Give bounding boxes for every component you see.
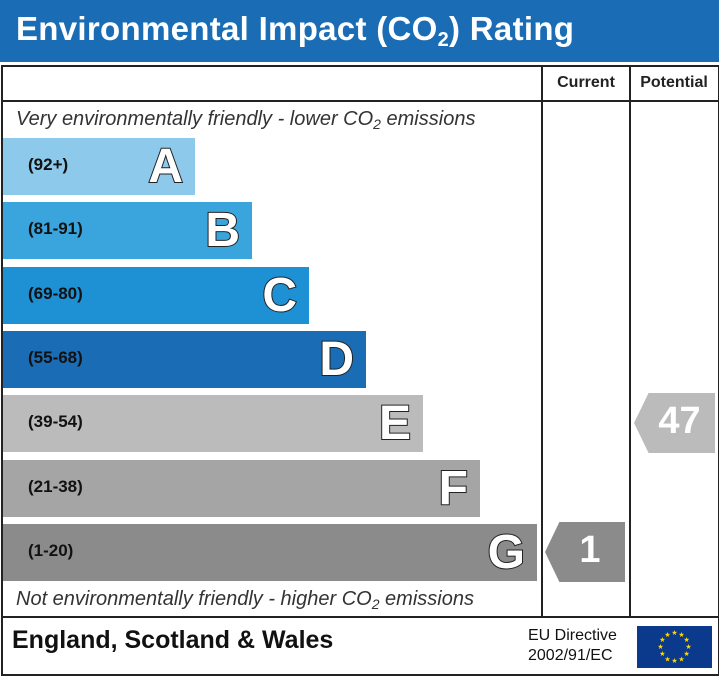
band-g: (1-20) G <box>3 523 537 581</box>
band-range-label: (92+) <box>28 155 69 174</box>
band-a: (92+) A <box>3 138 195 195</box>
band-range-label: (55-68) <box>28 347 83 367</box>
eu-star: ★ <box>678 631 684 639</box>
eu-star: ★ <box>659 636 665 644</box>
band-range-label: (1-20) <box>28 540 74 560</box>
current-rating-value: 1 <box>579 528 601 571</box>
band-letter: E <box>378 396 412 451</box>
band-letter: B <box>204 203 241 258</box>
eu-directive-text: EU Directive 2002/91/EC <box>528 626 617 666</box>
potential-arrow-shape <box>634 393 715 454</box>
eu-flag-icon: ★ ★ ★ ★ ★ ★ ★ ★ ★ ★ ★ ★ <box>637 626 712 668</box>
band-letter: G <box>487 525 526 580</box>
eu-star: ★ <box>678 655 684 663</box>
band-letter: F <box>438 461 469 516</box>
current-arrow-shape <box>545 521 625 582</box>
potential-rating-arrow: 47 <box>634 393 715 454</box>
region-label: England, Scotland & Wales <box>12 626 334 654</box>
current-rating-arrow: 1 <box>545 521 625 582</box>
header-banner: Environmental Impact (CO2) Rating <box>0 0 719 62</box>
eu-stars-icon: ★ ★★★★★★★★★★★ <box>657 629 691 665</box>
band-range-label: (69-80) <box>28 283 83 303</box>
band-letter: D <box>318 332 355 387</box>
eu-star: ★ <box>671 657 677 665</box>
eu-star: ★ <box>685 643 691 651</box>
band-range-label: (39-54) <box>28 412 83 432</box>
bottom-caption: Not environmentally friendly - higher CO… <box>16 588 474 612</box>
current-column-divider <box>541 65 543 618</box>
potential-rating-value: 47 <box>658 400 701 443</box>
eu-star: ★ <box>683 650 689 658</box>
band-letter: C <box>261 268 298 323</box>
footer-divider <box>1 616 718 618</box>
band-c: (69-80) C <box>3 266 309 324</box>
eu-star: ★ <box>659 650 665 658</box>
header-row-divider <box>1 100 718 102</box>
band-b: (81-91) B <box>3 202 252 260</box>
band-e: (39-54) E <box>3 395 423 453</box>
eu-star: ★ <box>657 643 663 651</box>
chart-title: Environmental Impact (CO2) Rating <box>16 10 575 51</box>
directive-line-1: EU Directive <box>528 627 617 644</box>
band-range-label: (21-38) <box>28 476 83 496</box>
eu-star: ★ <box>671 629 677 637</box>
potential-column-header: Potential <box>640 74 708 91</box>
band-d: (55-68) D <box>3 330 366 388</box>
band-f: (21-38) F <box>3 459 480 517</box>
eu-star: ★ <box>664 655 670 663</box>
potential-column-divider <box>629 65 631 618</box>
band-range-label: (81-91) <box>28 219 83 239</box>
eu-star: ★ <box>683 636 689 644</box>
directive-line-2: 2002/91/EC <box>528 647 613 664</box>
eu-star: ★ <box>664 631 670 639</box>
top-caption: Very environmentally friendly - lower CO… <box>16 108 476 132</box>
band-letter: A <box>147 139 184 194</box>
current-column-header: Current <box>557 74 615 91</box>
